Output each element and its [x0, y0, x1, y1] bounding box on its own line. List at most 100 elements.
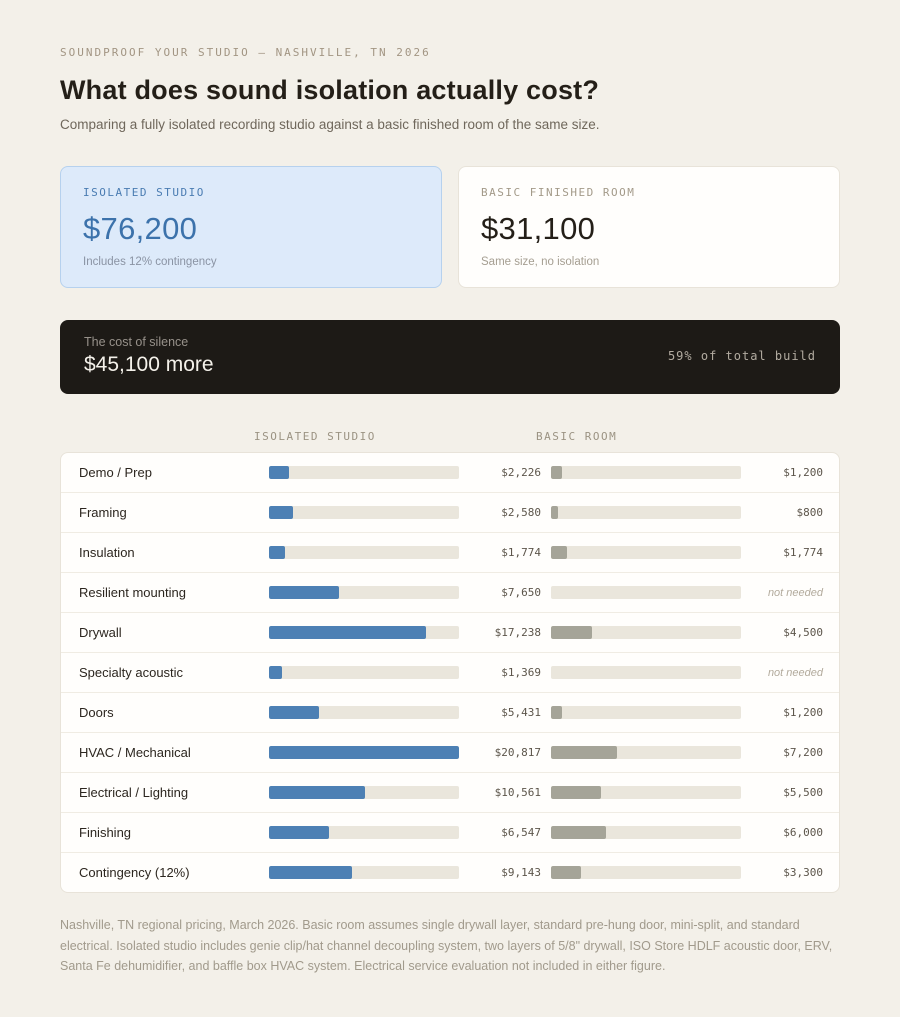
table-row: Specialty acoustic $1,369 not needed	[61, 653, 839, 693]
isolated-bar	[269, 706, 319, 719]
cost-difference-banner: The cost of silence $45,100 more 59% of …	[60, 320, 840, 394]
banner-left: The cost of silence $45,100 more	[84, 335, 214, 377]
table-row: Framing $2,580 $800	[61, 493, 839, 533]
basic-column-header: BASIC ROOM	[536, 430, 618, 443]
table-row: Doors $5,431 $1,200	[61, 693, 839, 733]
basic-bar	[551, 466, 563, 479]
isolated-track	[269, 866, 459, 879]
basic-room-card: BASIC FINISHED ROOM $31,100 Same size, n…	[458, 166, 840, 288]
basic-bar	[551, 786, 602, 799]
banner-percentage: 59% of total build	[667, 349, 816, 363]
isolated-bar	[269, 746, 459, 759]
basic-value: $1,200	[783, 466, 823, 479]
basic-value: $1,200	[783, 706, 823, 719]
basic-track	[551, 466, 741, 479]
table-row: Resilient mounting $7,650 not needed	[61, 573, 839, 613]
banner-label: The cost of silence	[84, 335, 189, 349]
isolated-bar	[269, 466, 290, 479]
basic-track	[551, 506, 741, 519]
basic-value: $6,000	[783, 826, 823, 839]
isolated-value: $9,143	[501, 866, 541, 879]
basic-track	[551, 746, 741, 759]
page-subtitle: Comparing a fully isolated recording stu…	[60, 117, 600, 132]
basic-card-amount: $31,100	[481, 211, 596, 246]
isolated-value: $2,226	[501, 466, 541, 479]
isolated-card-label: ISOLATED STUDIO	[83, 186, 205, 199]
isolated-value: $7,650	[501, 586, 541, 599]
isolated-bar	[269, 826, 329, 839]
basic-value: $1,774	[783, 546, 823, 559]
table-row: HVAC / Mechanical $20,817 $7,200	[61, 733, 839, 773]
table-row: Insulation $1,774 $1,774	[61, 533, 839, 573]
isolated-track	[269, 466, 459, 479]
table-column-headers: ISOLATED STUDIO BASIC ROOM	[60, 430, 840, 443]
isolated-track	[269, 746, 459, 759]
cost-comparison-table: Demo / Prep $2,226 $1,200 Framing $2,580 $800…	[60, 452, 840, 893]
table-row: Contingency (12%) $9,143 $3,300	[61, 853, 839, 892]
basic-bar	[551, 626, 593, 639]
isolated-track	[269, 546, 459, 559]
basic-card-note: Same size, no isolation	[481, 256, 600, 268]
basic-card-label: BASIC FINISHED ROOM	[481, 186, 636, 199]
isolated-card-amount: $76,200	[83, 211, 198, 246]
basic-bar	[551, 746, 617, 759]
row-label: Contingency (12%)	[79, 865, 190, 880]
basic-value: $3,300	[783, 866, 823, 879]
isolated-value: $1,369	[501, 666, 541, 679]
row-label: Finishing	[79, 825, 132, 840]
isolated-track	[269, 666, 459, 679]
eyebrow-label: SOUNDPROOF YOUR STUDIO — NASHVILLE, TN 2…	[60, 46, 431, 59]
table-row: Finishing $6,547 $6,000	[61, 813, 839, 853]
isolated-value: $1,774	[501, 546, 541, 559]
isolated-bar	[269, 786, 366, 799]
table-row: Drywall $17,238 $4,500	[61, 613, 839, 653]
basic-bar	[551, 826, 606, 839]
isolated-value: $6,547	[501, 826, 541, 839]
isolated-track	[269, 786, 459, 799]
basic-value: $800	[796, 506, 824, 519]
isolated-value: $17,238	[494, 626, 541, 639]
isolated-value: $2,580	[501, 506, 541, 519]
isolated-studio-card: ISOLATED STUDIO $76,200 Includes 12% con…	[60, 166, 442, 288]
isolated-bar	[269, 866, 353, 879]
isolated-track	[269, 706, 459, 719]
isolated-column-header: ISOLATED STUDIO	[254, 430, 376, 443]
isolated-bar	[269, 626, 427, 639]
basic-bar	[551, 866, 582, 879]
basic-bar	[551, 506, 559, 519]
row-label: Resilient mounting	[79, 585, 186, 600]
basic-track	[551, 786, 741, 799]
basic-value: $5,500	[783, 786, 823, 799]
isolated-value: $5,431	[501, 706, 541, 719]
row-label: Insulation	[79, 545, 135, 560]
isolated-value: $10,561	[494, 786, 541, 799]
isolated-bar	[269, 506, 293, 519]
basic-bar	[551, 706, 563, 719]
isolated-track	[269, 826, 459, 839]
page-title: What does sound isolation actually cost?	[60, 75, 600, 105]
isolated-track	[269, 626, 459, 639]
row-label: Doors	[79, 705, 114, 720]
row-label: HVAC / Mechanical	[79, 745, 191, 760]
basic-bar	[551, 546, 568, 559]
isolated-bar	[269, 666, 282, 679]
basic-value: $7,200	[783, 746, 823, 759]
basic-track	[551, 546, 741, 559]
basic-value: $4,500	[783, 626, 823, 639]
basic-track	[551, 666, 741, 679]
basic-track	[551, 626, 741, 639]
banner-amount: $45,100 more	[84, 353, 214, 376]
footnote-text: Nashville, TN regional pricing, March 20…	[60, 918, 833, 974]
basic-track	[551, 586, 741, 599]
basic-value: not needed	[767, 666, 823, 679]
row-label: Demo / Prep	[79, 465, 152, 480]
row-label: Drywall	[79, 625, 122, 640]
row-label: Electrical / Lighting	[79, 785, 189, 800]
basic-track	[551, 826, 741, 839]
isolated-track	[269, 586, 459, 599]
table-row: Demo / Prep $2,226 $1,200	[61, 453, 839, 493]
isolated-track	[269, 506, 459, 519]
row-label: Framing	[79, 505, 127, 520]
summary-cards: ISOLATED STUDIO $76,200 Includes 12% con…	[60, 166, 840, 288]
row-label: Specialty acoustic	[79, 665, 184, 680]
